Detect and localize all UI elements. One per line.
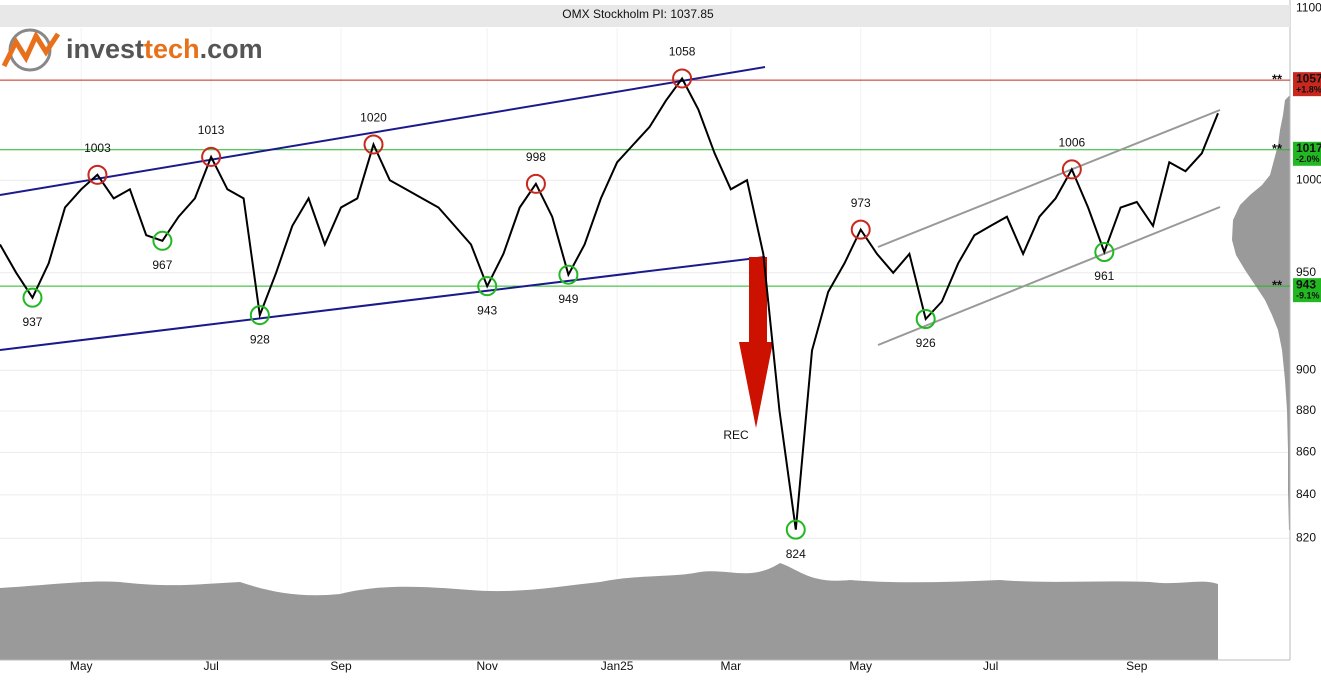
pivot-label: 998	[526, 150, 546, 164]
logo-icon	[1, 30, 61, 68]
top-pivot	[672, 68, 693, 89]
top-pivot	[363, 134, 384, 155]
x-tick-label: Jan25	[601, 659, 634, 673]
level-box	[1293, 278, 1321, 303]
pivot-label: 824	[786, 547, 806, 561]
logo-text: invest	[66, 34, 144, 64]
bottom-pivot	[152, 230, 173, 251]
level-marker: **	[1272, 278, 1283, 293]
bottom-pivot	[477, 276, 498, 297]
x-tick-label: Sep	[330, 659, 352, 673]
level-change: -2.0%	[1296, 154, 1320, 164]
top-pivot	[1061, 159, 1082, 180]
x-tick-label: Jul	[983, 659, 998, 673]
level-change: -9.1%	[1296, 291, 1320, 301]
pivot-label: 961	[1094, 269, 1114, 283]
level-label: 943	[1296, 277, 1316, 291]
pivot-label: 949	[558, 292, 578, 306]
level-marker: **	[1272, 72, 1283, 87]
level-marker: **	[1272, 141, 1283, 156]
y-tick-label: 1100	[1296, 0, 1321, 14]
pivot-label: 1006	[1058, 136, 1085, 150]
pivot-label: 943	[477, 303, 497, 317]
chart-title: OMX Stockholm PI: 1037.85	[562, 7, 714, 21]
pivot-label: 926	[916, 336, 936, 350]
volume-profile	[1232, 95, 1290, 530]
y-tick-label: 880	[1296, 403, 1316, 417]
y-tick-label: 1000	[1296, 172, 1321, 186]
title-bar	[0, 5, 1290, 27]
x-tick-label: Jul	[203, 659, 218, 673]
trend-line	[0, 256, 766, 351]
top-pivot	[87, 164, 108, 185]
bottom-pivot	[249, 305, 270, 326]
level-label: 1057	[1296, 71, 1321, 85]
bottom-pivot	[785, 519, 806, 540]
bottom-pivot	[915, 308, 936, 329]
x-tick-label: Nov	[477, 659, 498, 673]
y-tick-label: 860	[1296, 445, 1316, 459]
annotation: REC	[723, 428, 749, 442]
pivot-label: 967	[152, 258, 172, 272]
logo-text: investtech.com	[66, 34, 263, 64]
pivot-label: 937	[22, 315, 42, 329]
y-tick-label: 950	[1296, 265, 1316, 279]
logo-text: .com	[200, 34, 263, 64]
signal-arrow	[749, 257, 767, 343]
x-tick-label: May	[70, 659, 93, 673]
pivot-label: 973	[851, 196, 871, 210]
x-tick-label: Sep	[1126, 659, 1148, 673]
price-line	[0, 76, 1219, 530]
signal-arrow	[739, 342, 773, 428]
top-pivot	[850, 219, 871, 240]
trend-line	[877, 109, 1221, 248]
pivot-label: 1058	[669, 45, 696, 59]
y-tick-label: 840	[1296, 487, 1316, 501]
x-tick-label: Mar	[720, 659, 741, 673]
pivot-label: 1003	[84, 141, 111, 155]
logo: investtech.com	[1, 28, 263, 72]
x-tick-label: May	[849, 659, 872, 673]
bottom-pivot	[1094, 242, 1115, 263]
top-pivot	[201, 146, 222, 167]
logo-text: tech	[144, 34, 200, 64]
top-pivot	[525, 173, 546, 194]
volume-area	[0, 563, 1218, 660]
bottom-pivot	[22, 287, 43, 308]
level-change: +1.8%	[1296, 85, 1321, 95]
bottom-pivot	[558, 264, 579, 285]
y-tick-label: 900	[1296, 363, 1316, 377]
y-tick-label: 820	[1296, 531, 1316, 545]
pivot-label: 928	[250, 332, 270, 346]
plot: 1003 1013 1020 998 1058 973 1006 937 967 928 943 94…	[0, 45, 1219, 561]
level-box	[1293, 72, 1321, 97]
level-label: 1017	[1296, 141, 1321, 155]
pivot-label: 1013	[198, 123, 225, 137]
pivot-label: 1020	[360, 111, 387, 125]
trend-line	[0, 66, 766, 196]
level-box	[1293, 141, 1321, 166]
